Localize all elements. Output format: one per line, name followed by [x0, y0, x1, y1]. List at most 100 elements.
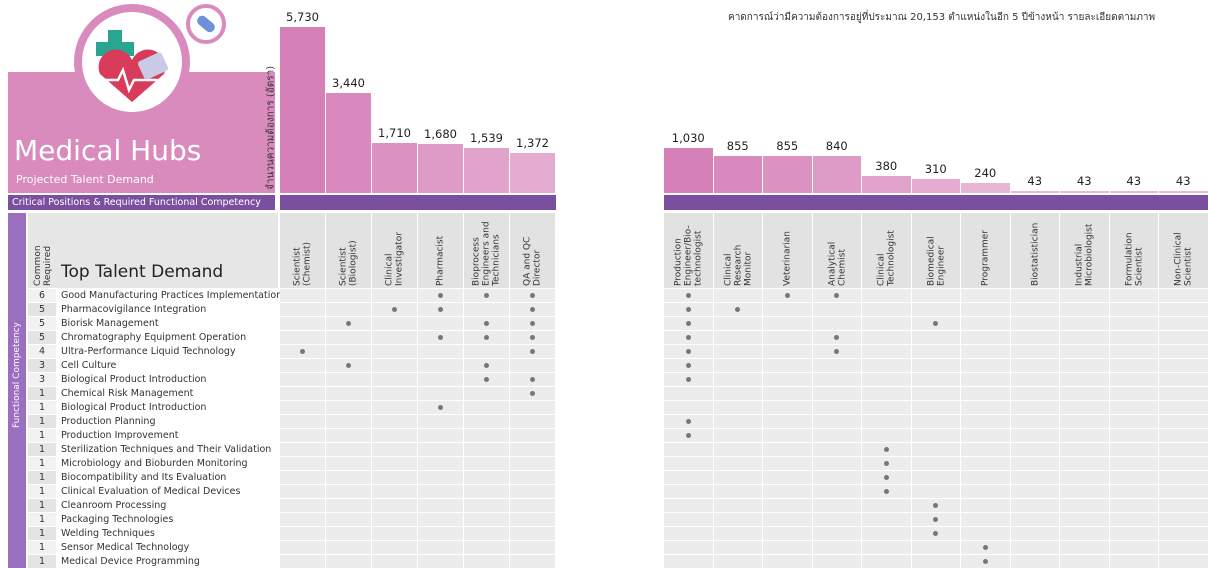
cell — [1060, 387, 1109, 400]
cell — [961, 303, 1010, 316]
dot — [530, 293, 535, 298]
cell — [862, 359, 911, 372]
cell — [911, 331, 960, 344]
cell — [812, 457, 861, 470]
count-cell: 4 — [28, 345, 56, 358]
cell — [372, 541, 417, 554]
cell — [862, 513, 911, 526]
cell — [372, 499, 417, 512]
cell — [326, 471, 371, 484]
cell — [326, 527, 371, 540]
column-label: Clinical Technologist — [876, 230, 897, 286]
cell — [713, 499, 762, 512]
cell — [418, 359, 463, 372]
cell — [1159, 303, 1208, 316]
dot — [685, 293, 691, 298]
pulse — [104, 66, 158, 94]
dot — [933, 531, 939, 536]
competency: Medical Device Programming — [61, 556, 200, 567]
cell — [1060, 541, 1109, 554]
cell — [1060, 289, 1109, 302]
cell — [1060, 345, 1109, 358]
cell — [862, 387, 911, 400]
cell — [418, 387, 463, 400]
cell — [763, 471, 812, 484]
cell — [862, 317, 911, 330]
cell — [1010, 317, 1059, 330]
competency: Cleanroom Processing — [61, 500, 167, 511]
competency: Biocompatibility and Its Evaluation — [61, 472, 227, 483]
cell — [418, 499, 463, 512]
column-label: Production Engineer/Bio-technologist — [673, 225, 704, 286]
cell — [326, 429, 371, 442]
cell — [1060, 527, 1109, 540]
cell — [464, 513, 509, 526]
bar-label: 3,440 — [332, 76, 365, 91]
cell — [1060, 513, 1109, 526]
cell — [280, 303, 325, 316]
cell — [812, 373, 861, 386]
cell — [280, 331, 325, 344]
cell — [326, 303, 371, 316]
cell — [763, 527, 812, 540]
dot — [530, 335, 535, 340]
column-label: Scientist (Chemist) — [292, 241, 313, 286]
cell — [1010, 401, 1059, 414]
cell — [1060, 485, 1109, 498]
cell — [280, 429, 325, 442]
dot — [530, 307, 535, 312]
cell — [961, 527, 1010, 540]
column-header — [763, 213, 812, 288]
cell — [862, 555, 911, 568]
dot — [438, 307, 443, 312]
cell — [1010, 443, 1059, 456]
cell — [713, 387, 762, 400]
cell — [326, 541, 371, 554]
table-header — [28, 213, 278, 288]
cell — [911, 429, 960, 442]
competency: Biological Product Introduction — [61, 374, 207, 385]
bar — [1159, 191, 1208, 193]
bar — [464, 148, 509, 193]
cell — [911, 485, 960, 498]
column-label: Analytical Chemist — [826, 241, 847, 286]
cell — [1010, 471, 1059, 484]
cell — [812, 471, 861, 484]
dot — [784, 293, 790, 298]
cell — [372, 373, 417, 386]
cell — [713, 485, 762, 498]
cell — [1159, 387, 1208, 400]
cell — [372, 527, 417, 540]
band-right — [664, 195, 1208, 210]
bar-label: 1,030 — [671, 131, 705, 145]
cell — [1159, 443, 1208, 456]
cell — [372, 331, 417, 344]
bar — [418, 144, 463, 193]
cell — [464, 527, 509, 540]
bar-label: 43 — [1076, 174, 1092, 189]
cell — [664, 471, 713, 484]
dot — [484, 321, 489, 326]
cell — [961, 499, 1010, 512]
cell — [418, 555, 463, 568]
cell — [1109, 387, 1158, 400]
cell — [961, 401, 1010, 414]
dot — [392, 307, 397, 312]
cell — [464, 471, 509, 484]
cell — [1159, 401, 1208, 414]
cell — [1010, 485, 1059, 498]
cell — [763, 373, 812, 386]
name-header: Top Talent Demand — [61, 262, 224, 282]
cell — [1159, 331, 1208, 344]
cell — [280, 499, 325, 512]
cell — [326, 485, 371, 498]
cell — [1010, 513, 1059, 526]
column-label: Industrial Microbiologist — [1074, 223, 1095, 286]
cell — [1010, 373, 1059, 386]
note: คาดการณ์ว่ามีความต้องการอยู่ที่ประมาณ 20… — [728, 12, 1156, 23]
cell — [464, 429, 509, 442]
cell — [862, 373, 911, 386]
cell — [1109, 527, 1158, 540]
cell — [763, 555, 812, 568]
cell — [862, 303, 911, 316]
